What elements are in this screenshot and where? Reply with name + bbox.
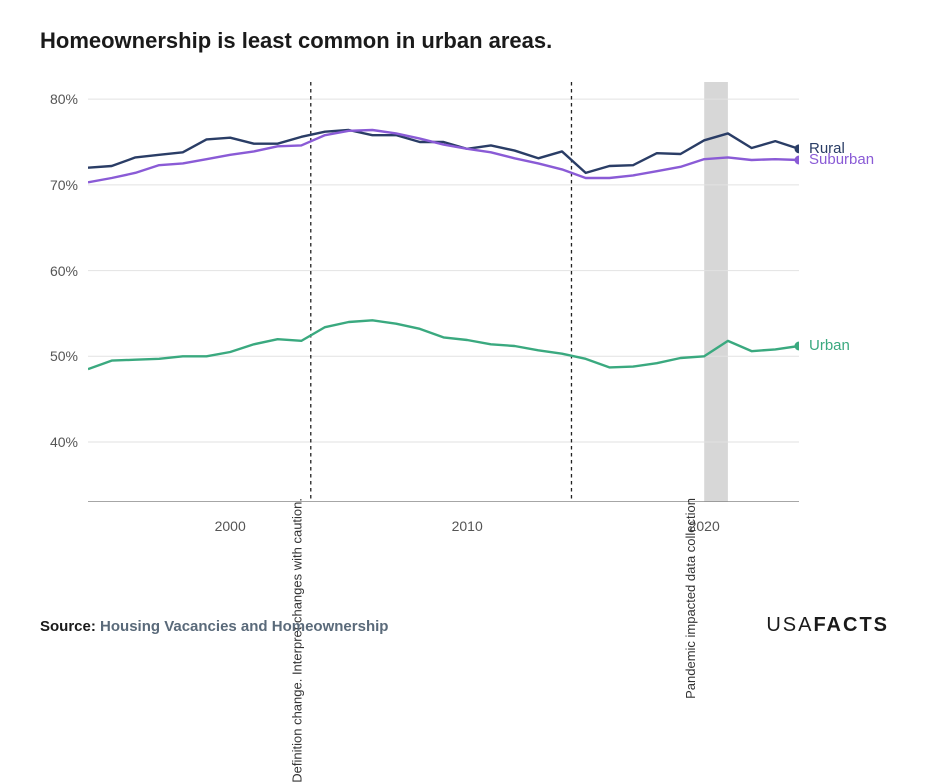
y-axis: 40% 50% 60% 70% 80%: [40, 82, 84, 502]
brand-light: USA: [766, 614, 813, 636]
series-label-suburban: Suburban: [809, 151, 874, 168]
brand-logo: USAFACTS: [766, 614, 889, 637]
source-label: Source:: [40, 618, 96, 635]
source-link[interactable]: Housing Vacancies and Homeownership: [100, 618, 388, 635]
chart-footer: Source: Housing Vacancies and Homeowners…: [40, 614, 889, 637]
x-tick-label: 2010: [452, 518, 483, 534]
annotation-pandemic: Pandemic impacted data collection: [683, 498, 698, 699]
chart-area: 40%50%60%70%80% 200020102020 RuralSuburb…: [40, 82, 889, 542]
brand-bold: FACTS: [813, 614, 889, 636]
source-text: Source: Housing Vacancies and Homeowners…: [40, 618, 388, 635]
y-tick-label: 50%: [50, 348, 78, 364]
y-tick-label: 70%: [50, 177, 78, 193]
line-chart-svg: [88, 82, 799, 502]
chart-title: Homeownership is least common in urban a…: [40, 28, 889, 54]
y-tick-label: 40%: [50, 434, 78, 450]
plot-region: [88, 82, 799, 502]
y-tick-label: 60%: [50, 263, 78, 279]
x-tick-label: 2000: [215, 518, 246, 534]
y-tick-label: 80%: [50, 91, 78, 107]
annotation-def_change: Definition change. Interpret changes wit…: [290, 498, 305, 783]
series-label-urban: Urban: [809, 337, 850, 354]
